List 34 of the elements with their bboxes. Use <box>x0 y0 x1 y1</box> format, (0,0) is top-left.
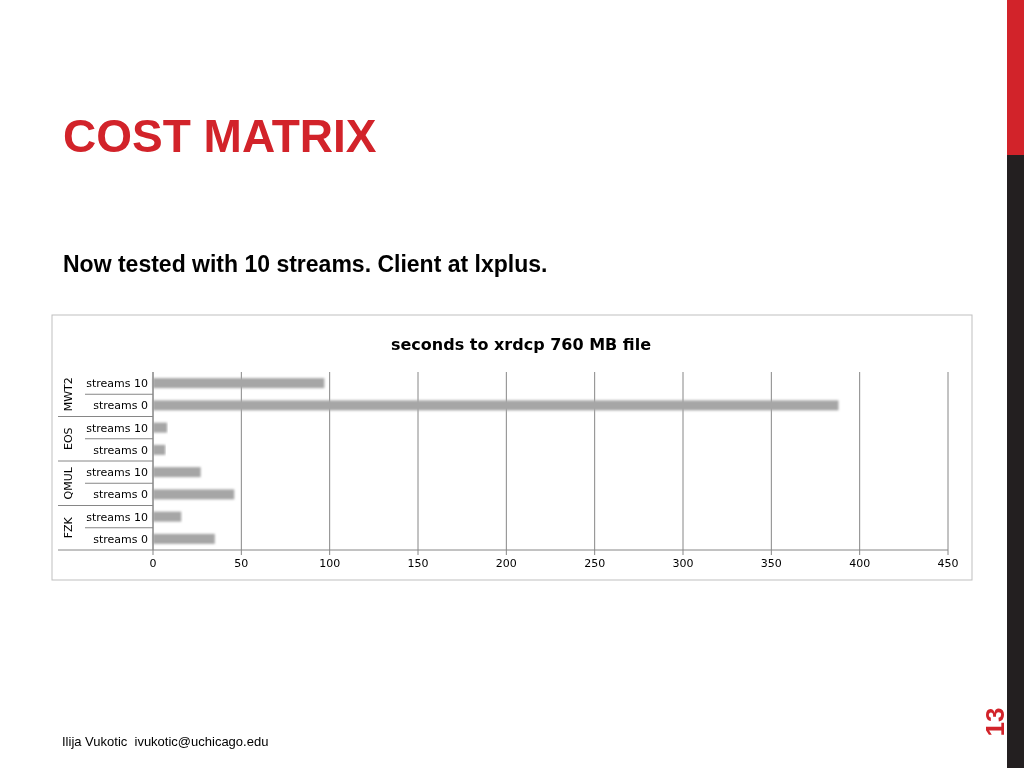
x-tick-label: 350 <box>760 557 782 570</box>
x-tick-label: 0 <box>149 557 157 570</box>
x-tick-label: 300 <box>672 557 694 570</box>
x-tick-label: 50 <box>234 557 249 570</box>
chart-title: COST MATRIX <box>63 110 377 162</box>
x-tick-label: 100 <box>319 557 341 570</box>
y-tick-label: streams 10 <box>86 510 148 524</box>
text: FZK <box>62 516 75 539</box>
x-tick-label: 250 <box>584 557 606 570</box>
y-tick-label: streams 10 <box>86 377 148 391</box>
bar <box>153 467 201 478</box>
bar <box>153 533 215 544</box>
text: MWT2 <box>62 377 75 412</box>
bar <box>153 511 182 522</box>
bar <box>153 378 325 389</box>
y-tick-label: streams 10 <box>86 466 148 480</box>
text: seconds to xrdcp 760 MB file <box>390 335 652 354</box>
chart-subtitle: Now tested with 10 streams. Client at lxplus. <box>63 251 548 277</box>
y-tick-label: streams 0 <box>93 488 148 502</box>
bar <box>153 400 839 411</box>
text: QMUL <box>62 466 75 500</box>
x-tick-label: 200 <box>495 557 517 570</box>
bar <box>153 422 168 433</box>
x-tick-label: 450 <box>937 557 959 570</box>
text: Ilija Vukotic ivukotic@uchicago.edu <box>62 734 269 749</box>
x-tick-label: 400 <box>849 557 871 570</box>
y-tick-label: streams 0 <box>93 399 148 413</box>
text: 13 <box>980 707 1010 737</box>
y-tick-label: streams 10 <box>86 421 148 435</box>
bar <box>153 489 235 500</box>
y-tick-label: streams 0 <box>93 443 148 457</box>
x-tick-label: 150 <box>407 557 429 570</box>
text: EOS <box>62 427 75 451</box>
y-tick-label: streams 0 <box>93 532 148 546</box>
